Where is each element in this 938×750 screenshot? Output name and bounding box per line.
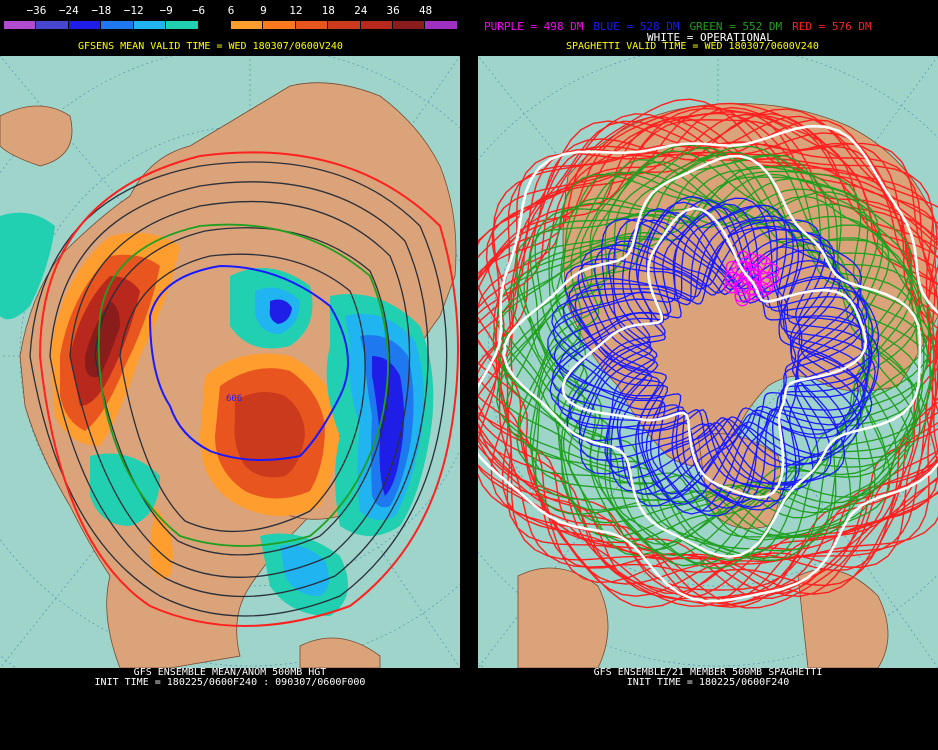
green-member — [529, 173, 915, 543]
left-footer-line1: GFS ENSEMBLE MEAN/ANOM 500MB HGT — [133, 667, 327, 678]
blue-member — [580, 228, 860, 492]
blue-member — [568, 219, 865, 501]
purple-member — [724, 250, 762, 285]
blue-member — [562, 215, 868, 505]
green-member — [497, 154, 932, 567]
green-member — [498, 151, 925, 561]
red-contour — [38, 151, 459, 627]
colorbar-label: 6 — [227, 4, 235, 17]
spaghetti-lines — [478, 98, 938, 609]
colorbar-label: 18 — [321, 4, 335, 17]
red-member — [478, 118, 938, 607]
ensemble-mean-map: 606 — [0, 56, 460, 668]
legend-entry: BLUE = 528 DM — [593, 20, 680, 33]
blue-member — [547, 197, 880, 517]
right-footer-line1: GFS ENSEMBLE/21 MEMBER 500MB SPAGHETTI — [593, 667, 823, 678]
operational-contour — [502, 154, 922, 559]
colorbar-swatch — [230, 21, 264, 29]
ensemble-mean-svg: 606 — [0, 56, 460, 668]
colorbar-label: −24 — [58, 4, 79, 17]
red-member — [478, 119, 938, 572]
purple-member — [744, 252, 780, 291]
green-member — [531, 171, 914, 537]
colorbar-swatch — [393, 21, 426, 29]
colorbar-swatch — [36, 21, 69, 29]
colorbar-swatch — [328, 21, 361, 29]
colorbar-swatch — [4, 21, 37, 29]
green-member — [496, 144, 935, 561]
colorbar-swatch — [425, 21, 458, 29]
purple-member — [734, 265, 771, 303]
anomaly-colorbar: −36 −24 −18 −12 −9 −6 6 9 12 18 24 36 48 — [0, 0, 462, 36]
colorbar-label: 9 — [260, 4, 267, 17]
legend-operational: WHITE = OPERATIONAL — [647, 31, 773, 44]
colorbar-swatch — [295, 21, 329, 29]
red-member — [478, 116, 938, 595]
colorbar-swatch — [198, 21, 231, 29]
left-footer-line2: INIT TIME = 180225/0600F240 : 090307/060… — [94, 677, 366, 688]
colorbar-labels: −36 −24 −18 −12 −9 −6 6 9 12 18 24 36 48 — [0, 4, 462, 18]
height-contours — [29, 161, 448, 617]
colorbar-swatch — [68, 21, 102, 29]
colorbar-label: −9 — [159, 4, 173, 17]
colorbar-label: 24 — [354, 4, 368, 17]
green-member — [510, 166, 924, 557]
spaghetti-map — [478, 56, 938, 668]
legend-entry: PURPLE = 498 DM — [484, 20, 584, 33]
green-member — [504, 150, 930, 552]
red-member — [478, 112, 938, 585]
operational-contour — [561, 206, 868, 499]
blue-contour — [148, 264, 349, 461]
red-member — [478, 115, 938, 605]
spaghetti-svg — [478, 56, 938, 668]
colorbar-swatch — [101, 21, 134, 29]
right-footer-line2: INIT TIME = 180225/0600F240 — [626, 677, 790, 688]
legend-entry: RED = 576 DM — [792, 20, 872, 33]
green-member — [534, 178, 910, 538]
colorbar-label: 12 — [289, 4, 303, 17]
red-member — [478, 98, 938, 609]
left-panel-title: GFSENS MEAN VALID TIME = WED 180307/0600… — [78, 41, 343, 52]
colorbar-swatch — [360, 21, 394, 29]
red-member — [478, 116, 938, 600]
colorbar-label: −12 — [123, 4, 144, 17]
operational-contour — [478, 124, 938, 603]
colorbar-label: −36 — [26, 4, 47, 17]
legend-entry: GREEN = 552 DM — [689, 20, 783, 33]
blue-member — [578, 218, 861, 486]
blue-member — [604, 240, 841, 469]
colorbar-label: 36 — [386, 4, 400, 17]
colorbar-swatch — [166, 21, 199, 29]
green-contour — [97, 223, 389, 547]
colorbar-label: 48 — [418, 4, 433, 17]
contour-label: 606 — [226, 394, 242, 404]
red-member — [478, 138, 938, 599]
purple-member — [725, 260, 763, 297]
colorbar-label: −6 — [191, 4, 206, 17]
right-panel-title: SPAGHETTI VALID TIME = WED 180307/0600V2… — [566, 41, 819, 52]
red-member — [478, 107, 938, 587]
blue-member — [577, 227, 862, 495]
spaghetti-legend: PURPLE = 498 DM BLUE = 528 DM GREEN = 552 … — [484, 20, 882, 33]
colorbar-label: −18 — [91, 4, 112, 17]
colorbar-swatch — [263, 21, 296, 29]
colorbar-swatches — [4, 21, 458, 29]
colorbar-swatch — [133, 21, 167, 29]
red-member — [478, 120, 938, 604]
anomaly-fills — [0, 212, 434, 616]
blue-member — [563, 219, 873, 507]
